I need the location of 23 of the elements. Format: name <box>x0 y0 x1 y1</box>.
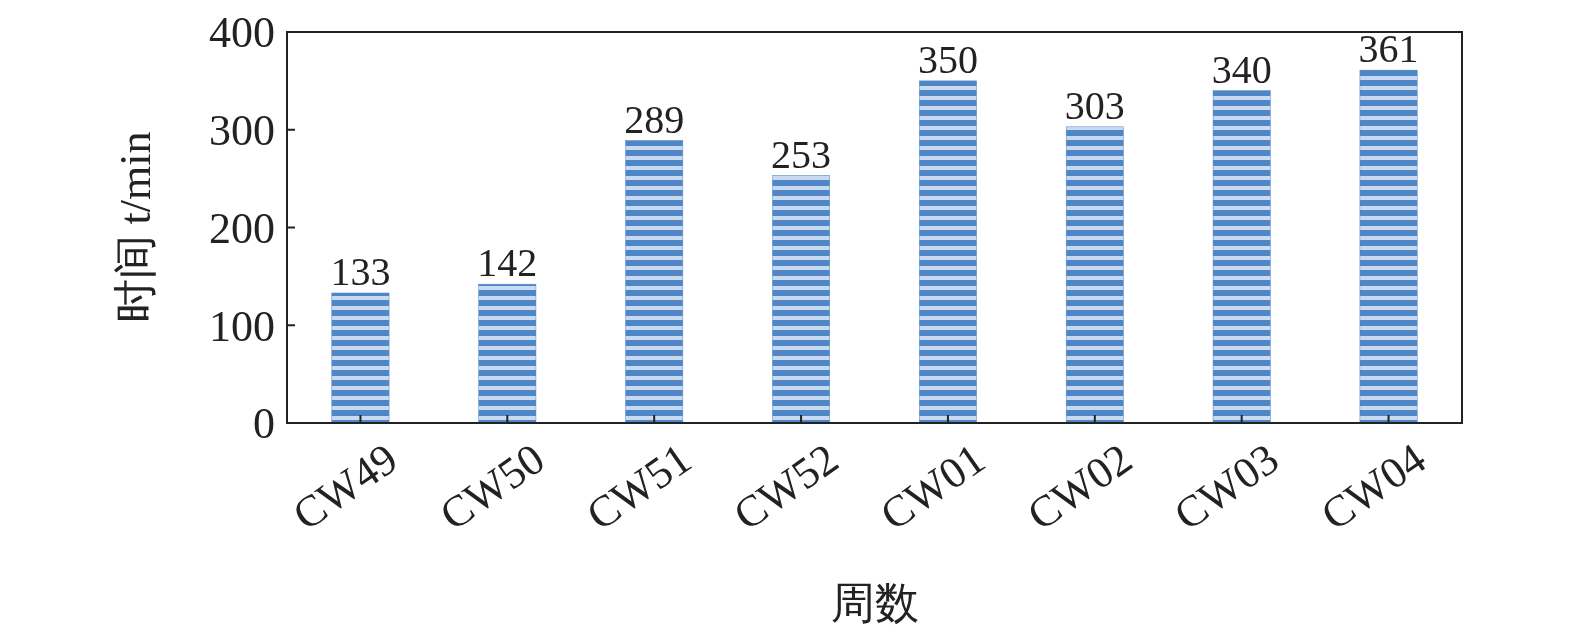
y-tick-label: 400 <box>209 8 275 58</box>
bar <box>331 292 390 424</box>
data-label: 142 <box>477 240 538 286</box>
bar <box>478 283 537 424</box>
bar <box>1065 126 1124 424</box>
data-label: 303 <box>1064 82 1125 128</box>
data-label: 350 <box>917 36 978 82</box>
bar <box>1212 90 1271 424</box>
data-label: 133 <box>330 248 391 294</box>
data-label: 361 <box>1358 26 1419 72</box>
y-tick-label: 300 <box>209 106 275 156</box>
bar <box>625 140 684 424</box>
bar <box>919 80 977 424</box>
y-tick-label: 200 <box>209 203 275 253</box>
bar <box>772 175 830 424</box>
data-label: 253 <box>771 131 832 177</box>
y-axis-title: 时间 t/min <box>111 131 160 324</box>
y-tick-label: 0 <box>253 399 275 449</box>
data-label: 340 <box>1211 46 1272 92</box>
x-axis-title: 周数 <box>830 579 919 628</box>
bar <box>1359 69 1418 424</box>
y-tick-label: 100 <box>209 301 275 351</box>
data-label: 289 <box>624 96 685 142</box>
